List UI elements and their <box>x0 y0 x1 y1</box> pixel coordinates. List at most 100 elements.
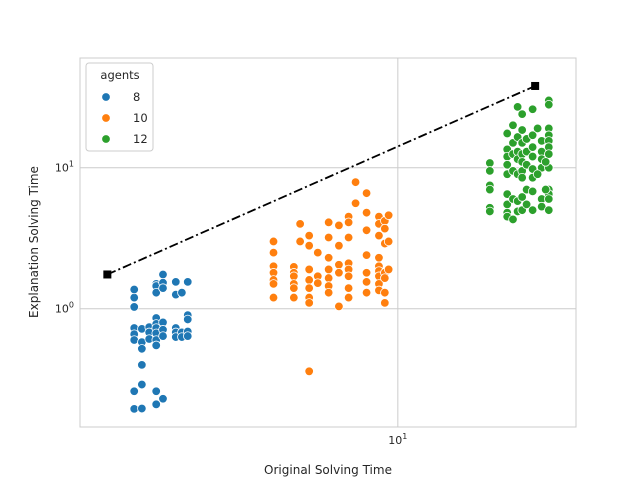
point-agents-8 <box>158 283 168 293</box>
point-agents-12 <box>517 125 527 135</box>
point-agents-12 <box>544 99 554 110</box>
point-agents-10 <box>380 298 390 308</box>
point-agents-10 <box>268 247 279 258</box>
legend-label-agents-12: 12 <box>133 132 148 146</box>
legend-box <box>85 62 154 152</box>
point-agents-10 <box>323 217 334 228</box>
point-agents-8 <box>177 287 187 298</box>
x-tick-label: 101 <box>388 432 407 447</box>
point-agents-10 <box>323 232 334 243</box>
point-agents-8 <box>129 386 139 396</box>
point-agents-10 <box>268 279 279 289</box>
point-agents-10 <box>361 188 372 198</box>
point-agents-10 <box>343 271 354 281</box>
legend-marker-agents-8 <box>101 92 111 102</box>
point-agents-10 <box>304 264 314 275</box>
point-agents-10 <box>350 177 361 187</box>
point-agents-10 <box>380 223 390 234</box>
point-agents-10 <box>313 278 323 288</box>
data-points <box>129 95 554 414</box>
point-agents-10 <box>343 292 354 303</box>
point-agents-12 <box>527 142 538 152</box>
legend: agents 8 10 12 <box>85 62 154 152</box>
point-agents-10 <box>343 217 354 228</box>
point-agents-10 <box>380 287 390 298</box>
point-agents-10 <box>361 268 372 278</box>
point-agents-8 <box>183 331 193 341</box>
point-agents-10 <box>304 275 314 285</box>
point-agents-10 <box>334 220 344 231</box>
point-agents-10 <box>304 230 314 241</box>
reference-line-marker <box>103 270 112 279</box>
point-agents-10 <box>361 287 372 298</box>
point-agents-12 <box>508 214 518 225</box>
point-agents-8 <box>158 394 168 404</box>
point-agents-12 <box>502 160 512 170</box>
point-agents-8 <box>171 277 181 287</box>
point-agents-10 <box>289 292 299 303</box>
point-agents-12 <box>485 206 495 217</box>
point-agents-10 <box>374 253 384 263</box>
point-agents-12 <box>544 205 554 215</box>
point-agents-8 <box>183 277 193 287</box>
tick-labels: 101 100 101 <box>55 160 407 447</box>
point-agents-8 <box>137 344 147 354</box>
point-agents-10 <box>350 198 361 208</box>
point-agents-8 <box>129 284 139 295</box>
point-agents-10 <box>343 283 354 293</box>
point-agents-10 <box>268 292 279 303</box>
point-agents-12 <box>532 169 543 179</box>
point-agents-10 <box>323 253 334 263</box>
point-agents-8 <box>158 331 168 341</box>
legend-label-agents-8: 8 <box>133 90 140 104</box>
point-agents-12 <box>521 199 532 210</box>
point-agents-8 <box>137 379 147 390</box>
point-agents-12 <box>485 184 495 195</box>
point-agents-12 <box>527 151 538 162</box>
grid-lines <box>80 58 576 427</box>
point-agents-10 <box>304 298 314 308</box>
y-tick-label: 100 <box>55 301 74 316</box>
point-agents-8 <box>137 403 147 414</box>
point-agents-10 <box>343 232 354 243</box>
point-agents-10 <box>383 210 394 220</box>
point-agents-10 <box>304 366 314 377</box>
point-agents-10 <box>289 283 299 293</box>
point-agents-10 <box>323 287 334 298</box>
point-agents-12 <box>508 120 518 130</box>
point-agents-10 <box>313 247 323 258</box>
legend-title: agents <box>100 68 139 82</box>
point-agents-8 <box>151 399 161 410</box>
point-agents-12 <box>517 172 527 183</box>
reference-line <box>103 81 540 279</box>
point-agents-8 <box>151 340 161 351</box>
point-agents-12 <box>502 128 512 139</box>
point-agents-12 <box>517 109 527 119</box>
point-agents-10 <box>383 264 394 275</box>
point-agents-8 <box>137 360 147 370</box>
point-agents-12 <box>540 184 551 195</box>
legend-marker-agents-10 <box>101 113 111 123</box>
point-agents-10 <box>295 236 305 247</box>
x-axis-label: Original Solving Time <box>264 463 392 477</box>
point-agents-10 <box>334 301 344 312</box>
point-agents-10 <box>304 240 314 251</box>
point-agents-8 <box>183 314 193 325</box>
point-agents-10 <box>383 236 394 247</box>
point-agents-10 <box>323 264 334 275</box>
point-agents-10 <box>334 260 344 270</box>
point-agents-8 <box>129 335 139 345</box>
point-agents-12 <box>527 186 538 197</box>
point-agents-8 <box>158 269 168 280</box>
point-agents-8 <box>151 287 161 298</box>
point-agents-10 <box>268 236 279 247</box>
point-agents-10 <box>380 273 390 283</box>
point-agents-8 <box>129 302 139 312</box>
point-agents-10 <box>304 283 314 293</box>
point-agents-12 <box>544 149 554 159</box>
point-agents-8 <box>151 386 161 396</box>
point-agents-10 <box>334 268 344 278</box>
point-agents-8 <box>129 292 139 303</box>
reference-line-segment <box>106 85 536 276</box>
